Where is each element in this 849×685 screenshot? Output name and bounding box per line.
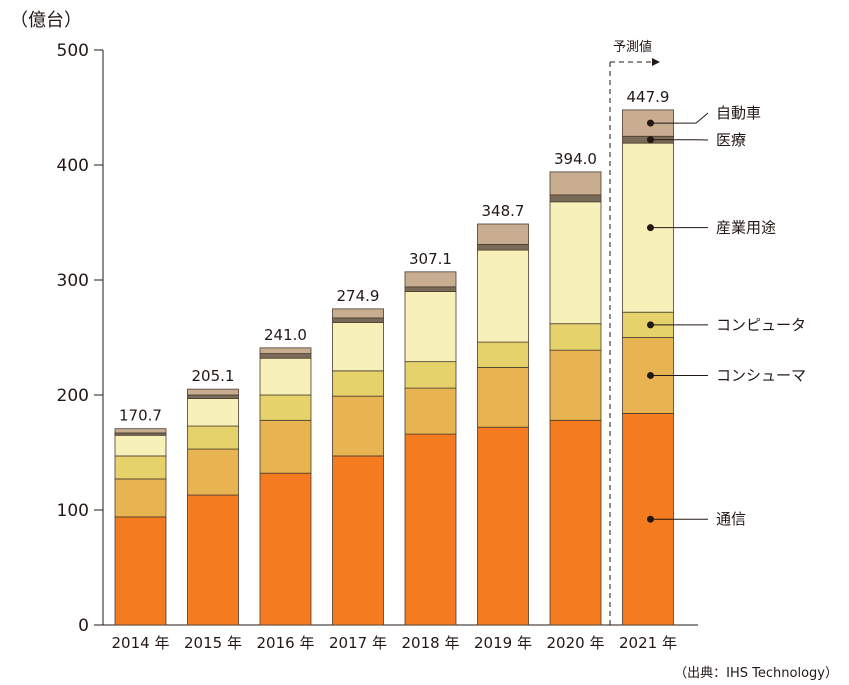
bar-stacks: 170.7 2014 年 205.1 2015 年 241.0 2016 年 274.9 20… bbox=[112, 88, 677, 652]
bar-segment bbox=[477, 341, 529, 368]
forecast-label: 予測値 bbox=[613, 39, 652, 55]
x-category-label: 2016 年 bbox=[257, 634, 315, 652]
x-category-label: 2017 年 bbox=[329, 634, 387, 652]
bar-segment bbox=[332, 308, 384, 319]
legend-label: 自動車 bbox=[716, 104, 761, 122]
bar-total-label: 241.0 bbox=[264, 326, 307, 344]
source-note: （出典：IHS Technology） bbox=[674, 666, 838, 681]
bar-segment bbox=[477, 426, 529, 626]
bar-total-label: 274.9 bbox=[337, 287, 380, 305]
bar-segment bbox=[259, 394, 312, 421]
y-tick-label: 100 bbox=[57, 501, 89, 521]
bar-segment bbox=[404, 286, 457, 292]
bar-segment bbox=[404, 387, 457, 435]
x-category-label: 2018 年 bbox=[402, 634, 460, 652]
bar-segment bbox=[477, 249, 529, 343]
bar-segment bbox=[332, 395, 384, 457]
bar-segment bbox=[404, 291, 457, 363]
bar-total-label: 205.1 bbox=[192, 367, 235, 385]
legend-label: 医療 bbox=[716, 131, 746, 149]
bar-total-label: 447.9 bbox=[627, 88, 670, 106]
bar-total-label: 394.0 bbox=[554, 150, 597, 168]
x-category-label: 2014 年 bbox=[112, 634, 170, 652]
bar-segment bbox=[549, 201, 602, 325]
bar-segment bbox=[187, 398, 239, 427]
x-category-label: 2020 年 bbox=[547, 634, 605, 652]
bar-segment bbox=[549, 194, 602, 203]
bar-segment bbox=[549, 419, 602, 626]
y-tick-label: 300 bbox=[57, 271, 89, 291]
y-tick-label: 400 bbox=[57, 156, 89, 176]
bar-segment bbox=[259, 472, 312, 626]
legend-leader-line bbox=[650, 112, 709, 124]
y-axis-ticks: 0 100 200 300 400 500 bbox=[57, 41, 103, 636]
bar-segment bbox=[259, 347, 312, 355]
legend-label: 通信 bbox=[716, 510, 746, 528]
y-tick-label: 0 bbox=[78, 616, 89, 636]
bar-total-label: 348.7 bbox=[482, 202, 525, 220]
bar-segment bbox=[332, 317, 384, 323]
bar-segment bbox=[332, 370, 384, 397]
bar-segment bbox=[114, 434, 167, 457]
bar-total-label: 307.1 bbox=[409, 250, 452, 268]
legend-label: コンピュータ bbox=[716, 316, 806, 334]
bar-segment bbox=[404, 271, 457, 288]
bar-segment bbox=[187, 448, 239, 496]
bar-segment bbox=[187, 394, 239, 399]
bar-segment bbox=[114, 478, 167, 518]
legend-label: 産業用途 bbox=[716, 219, 776, 237]
bar-segment bbox=[404, 361, 457, 389]
bar-segment bbox=[332, 322, 384, 372]
bar-segment bbox=[114, 516, 167, 626]
bar-segment bbox=[259, 353, 312, 359]
x-category-label: 2021 年 bbox=[619, 634, 677, 652]
bar-segment bbox=[187, 425, 239, 450]
bar-segment bbox=[477, 366, 529, 428]
bar-segment bbox=[477, 243, 529, 251]
bar-total-label: 170.7 bbox=[119, 407, 162, 425]
forecast-arrow-head bbox=[652, 58, 660, 66]
bar-segment bbox=[187, 494, 239, 626]
bar-segment bbox=[332, 455, 384, 626]
bar-segment bbox=[259, 419, 312, 474]
bar-segment bbox=[549, 349, 602, 421]
y-axis-unit-label: （億台） bbox=[10, 10, 82, 31]
legend-label: コンシューマ bbox=[716, 366, 806, 384]
bar-segment bbox=[114, 455, 167, 480]
x-category-label: 2015 年 bbox=[184, 634, 242, 652]
bar-segment bbox=[259, 357, 312, 396]
forecast-marker: 予測値 bbox=[609, 39, 660, 625]
bar-segment bbox=[187, 388, 239, 396]
y-tick-label: 500 bbox=[57, 41, 89, 61]
bar-segment bbox=[549, 171, 602, 196]
bar-segment bbox=[114, 428, 167, 434]
y-tick-label: 200 bbox=[57, 386, 89, 406]
x-category-label: 2019 年 bbox=[474, 634, 532, 652]
bar-segment bbox=[404, 433, 457, 626]
bar-segment bbox=[549, 323, 602, 351]
bar-segment bbox=[477, 223, 529, 245]
